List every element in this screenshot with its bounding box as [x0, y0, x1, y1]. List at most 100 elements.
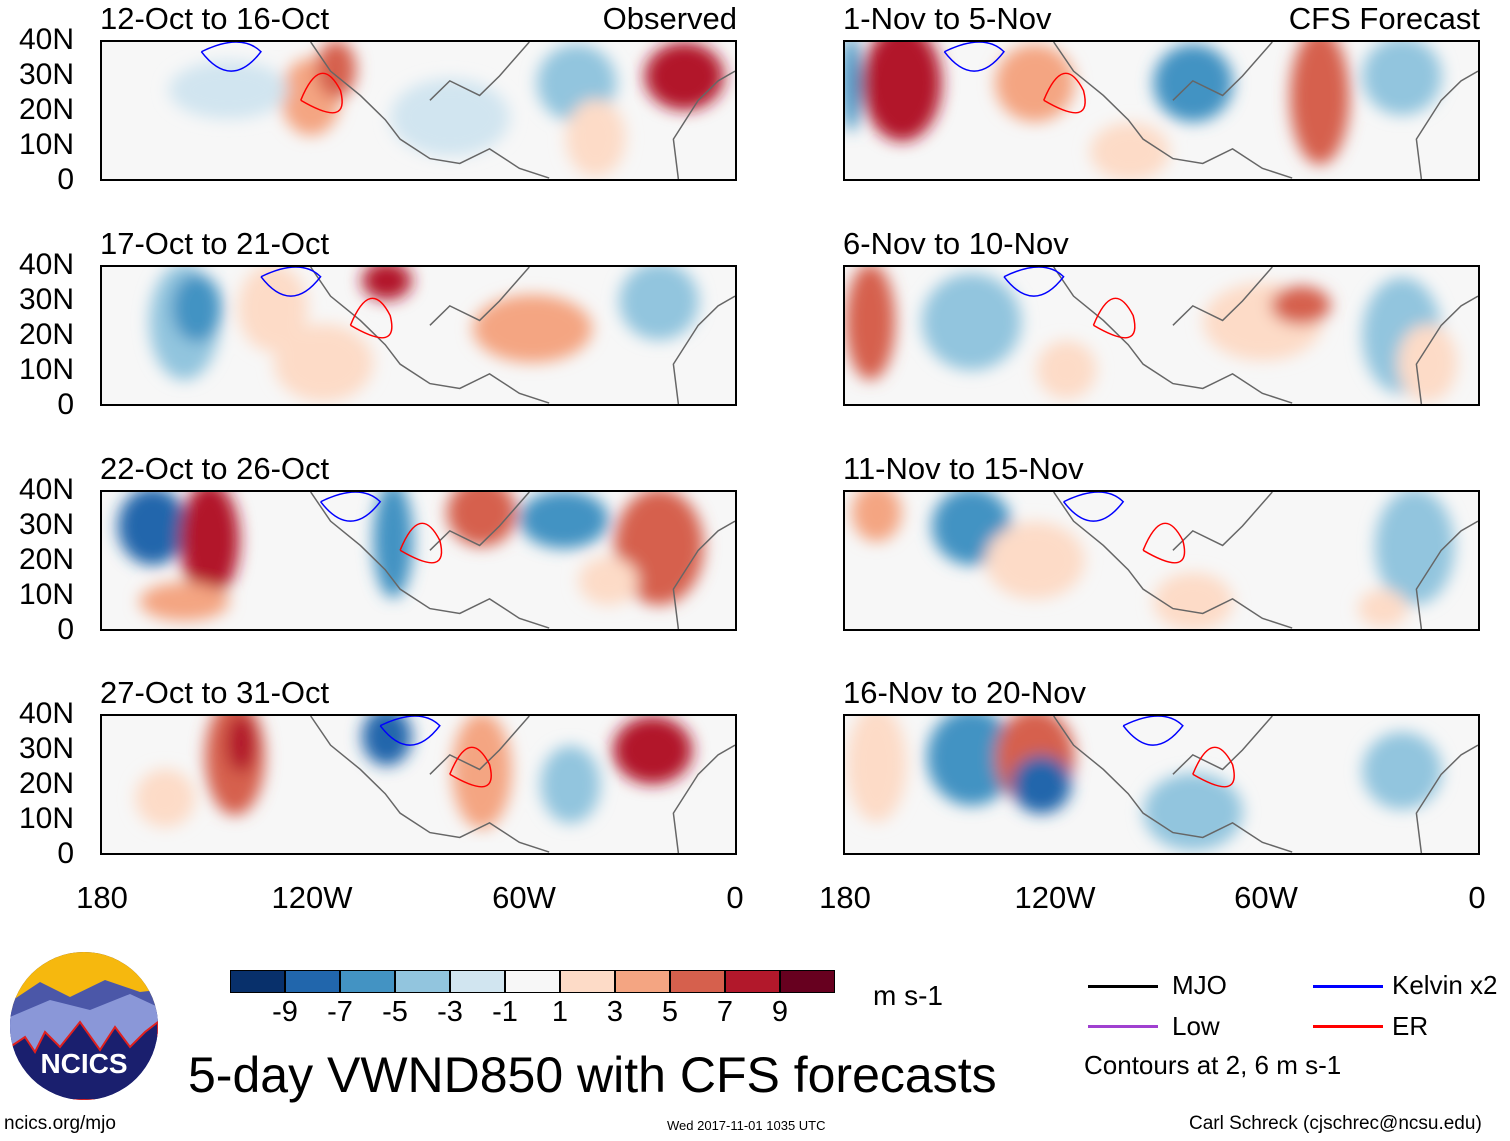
- wind-anomaly-blob: [135, 769, 196, 828]
- wind-anomaly-blob: [1362, 731, 1442, 810]
- x-tick: 120W: [1014, 880, 1096, 915]
- wind-anomaly-blob: [238, 267, 308, 352]
- footer-credit: Carl Schreck (cjschrec@ncsu.edu): [1189, 1113, 1482, 1134]
- y-tick: 40N: [18, 473, 74, 506]
- contour-kelvin: [320, 492, 382, 522]
- legend-label: Kelvin x2: [1392, 970, 1498, 1000]
- contour-kelvin: [200, 42, 262, 72]
- legend-label: Low: [1172, 1011, 1220, 1041]
- contour-kelvin: [1003, 267, 1065, 297]
- coastline: [1053, 267, 1478, 404]
- colorbar-swatch: [340, 970, 395, 993]
- wind-anomaly-blob: [862, 42, 942, 142]
- wind-anomaly-blob: [995, 44, 1075, 122]
- panel-title: 11-Nov to 15-Nov: [843, 451, 1084, 486]
- logo-mountains-icon: [10, 952, 158, 1100]
- wind-anomaly-blob: [565, 99, 626, 177]
- map-panel: [843, 265, 1480, 406]
- contour-er: [1142, 522, 1186, 564]
- wind-anomaly-blob: [390, 78, 510, 157]
- y-tick: 40N: [18, 23, 74, 56]
- wind-anomaly-blob: [578, 556, 639, 606]
- wind-anomaly-blob: [451, 716, 512, 830]
- wind-anomaly-blob: [447, 492, 517, 547]
- colorbar-swatch: [725, 970, 780, 993]
- colorbar-units: m s-1: [873, 980, 943, 1011]
- map-panel: [843, 40, 1480, 181]
- coastline: [1053, 42, 1478, 179]
- contour-er: [1192, 746, 1235, 788]
- wind-anomaly-blob: [985, 521, 1085, 600]
- coastline: [310, 267, 735, 404]
- panel-tag: CFS Forecast: [1288, 1, 1480, 36]
- wind-anomaly-blob: [612, 716, 693, 785]
- wind-anomaly-blob: [373, 492, 414, 599]
- colorbar-swatch: [615, 970, 670, 993]
- map-panel: [100, 40, 737, 181]
- logo-text: NCICS: [40, 1048, 128, 1079]
- y-tick: 20N: [18, 93, 74, 126]
- contour-er: [1043, 72, 1086, 114]
- legend-label: MJO: [1172, 970, 1227, 1000]
- wind-anomaly-blob: [179, 492, 240, 599]
- contour-er: [349, 297, 393, 339]
- footer-url: ncics.org/mjo: [4, 1113, 116, 1134]
- colorbar-swatch: [285, 970, 340, 993]
- y-tick: 30N: [18, 732, 74, 765]
- wind-anomaly-blob: [540, 745, 601, 824]
- colorbar-swatch: [395, 970, 450, 993]
- wind-anomaly-blob: [1362, 42, 1442, 116]
- y-tick: 30N: [18, 283, 74, 316]
- wind-anomaly-blob: [1270, 285, 1331, 325]
- wind-anomaly-blob: [1011, 755, 1072, 814]
- x-tick: 60W: [1234, 880, 1298, 915]
- x-tick: 0: [1468, 880, 1486, 915]
- x-tick: 0: [726, 880, 744, 915]
- wind-anomaly-blob: [362, 267, 412, 301]
- wind-anomaly-blob: [1374, 492, 1455, 606]
- panel-title: 17-Oct to 21-Oct: [100, 226, 330, 261]
- wind-anomaly-blob: [226, 716, 257, 773]
- wind-anomaly-blob: [851, 492, 902, 542]
- figure-title: 5-day VWND850 with CFS forecasts: [188, 1047, 997, 1103]
- wind-anomaly-blob: [316, 42, 357, 99]
- legend-line-er: [1313, 1025, 1383, 1028]
- contour-er: [1092, 297, 1136, 339]
- wind-anomaly-blob: [1153, 44, 1233, 122]
- map-panel: [100, 490, 737, 631]
- y-tick: 10N: [18, 578, 74, 611]
- wind-anomaly-blob: [1397, 324, 1458, 402]
- wind-anomaly-blob: [1153, 572, 1233, 629]
- contour-kelvin: [260, 267, 322, 297]
- colorbar-label: -7: [327, 996, 353, 1028]
- y-tick: 0: [57, 388, 74, 421]
- colorbar-label: -3: [437, 996, 463, 1028]
- colorbar-swatch: [780, 970, 835, 993]
- colorbar-label: 3: [606, 996, 624, 1028]
- wind-anomaly-blob: [1358, 589, 1408, 628]
- y-tick: 0: [57, 163, 74, 196]
- y-tick: 20N: [18, 543, 74, 576]
- contours-note: Contours at 2, 6 m s-1: [1084, 1050, 1342, 1080]
- colorbar-swatch: [560, 970, 615, 993]
- y-tick: 40N: [18, 697, 74, 730]
- legend-label: ER: [1392, 1011, 1429, 1041]
- y-tick: 20N: [18, 318, 74, 351]
- colorbar-label: -9: [272, 996, 298, 1028]
- panel-title: 16-Nov to 20-Nov: [843, 675, 1086, 710]
- wind-anomaly-blob: [139, 582, 230, 622]
- contour-er: [300, 72, 343, 114]
- y-tick: 20N: [18, 767, 74, 800]
- panel-title: 27-Oct to 31-Oct: [100, 675, 330, 710]
- colorbar-label: 5: [661, 996, 679, 1028]
- y-tick: 30N: [18, 508, 74, 541]
- wind-anomaly-blob: [117, 492, 188, 566]
- wind-anomaly-blob: [845, 42, 862, 132]
- contour-kelvin: [1122, 716, 1184, 746]
- map-panel: [843, 714, 1480, 855]
- coastline: [310, 42, 735, 179]
- coastline: [310, 492, 735, 629]
- colorbar-label: 1: [551, 996, 569, 1028]
- y-tick: 10N: [18, 802, 74, 835]
- y-tick: 30N: [18, 58, 74, 91]
